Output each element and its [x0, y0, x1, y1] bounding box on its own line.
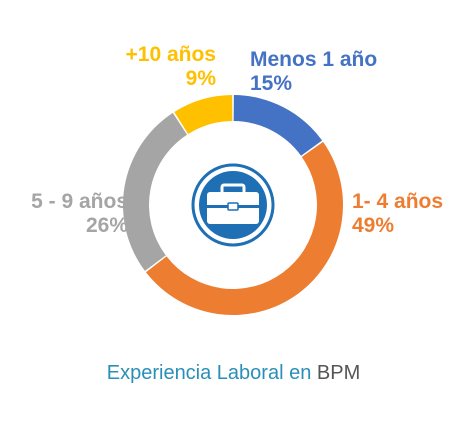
slice-value-1-4-anos: 49% — [352, 214, 395, 237]
slice-label-1-4-anos: 1- 4 años 49% — [352, 190, 443, 238]
donut-slice-0 — [233, 95, 323, 156]
slice-label-5-9-anos: 5 - 9 años 26% — [4, 190, 128, 238]
slice-name-10-anos: +10 años — [125, 43, 216, 66]
slice-value-10-anos: 9% — [185, 67, 216, 90]
donut-slice-2 — [122, 112, 188, 271]
slice-value-5-9-anos: 26% — [85, 214, 128, 237]
slice-name-menos-1-ano: Menos 1 año — [250, 48, 378, 71]
slice-label-10-anos: +10 años 9% — [96, 43, 216, 91]
caption-text: Experiencia Laboral en — [106, 362, 317, 384]
slice-label-menos-1-ano: Menos 1 año 15% — [250, 48, 377, 96]
donut-slice-1 — [145, 141, 343, 315]
caption-highlight: BPM — [316, 362, 361, 384]
slice-value-menos-1-ano: 15% — [250, 72, 293, 95]
chart-caption: Experiencia Laboral en BPM — [0, 362, 467, 385]
slice-name-5-9-anos: 5 - 9 años — [31, 190, 128, 213]
briefcase-icon — [191, 163, 275, 247]
donut-slices — [122, 95, 343, 315]
donut-slice-3 — [174, 95, 233, 134]
slice-name-1-4-anos: 1- 4 años — [352, 190, 444, 213]
